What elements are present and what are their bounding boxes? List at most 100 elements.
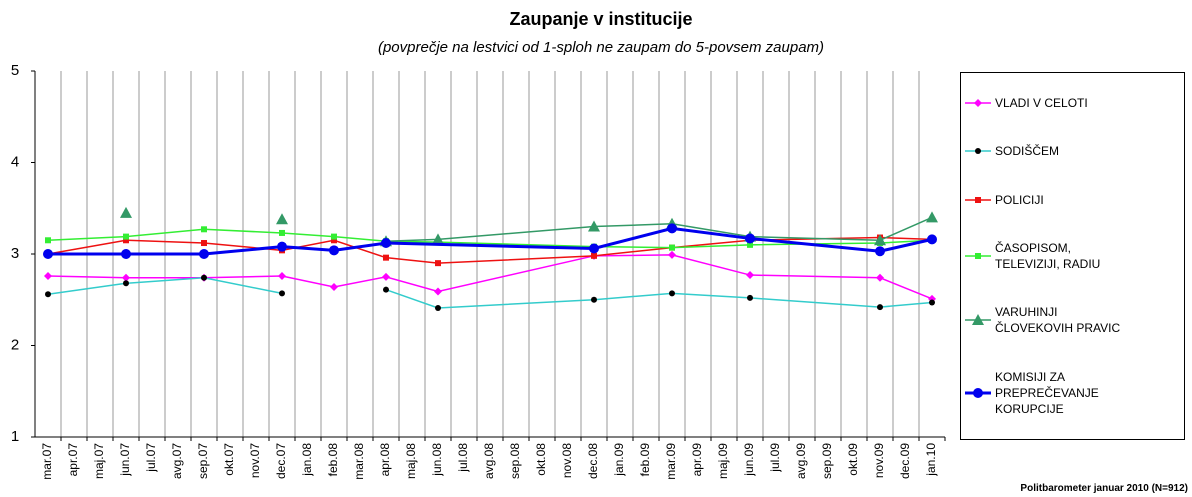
legend-label: ČASOPISOM, TELEVIZIJI, RADIU	[995, 241, 1101, 272]
x-tick-label: avg.08	[482, 443, 496, 479]
marker	[331, 237, 337, 244]
chart: Zaupanje v institucije (povprečje na les…	[11, 9, 946, 480]
marker	[278, 271, 286, 280]
legend: VLADI V CELOTI SODIŠČEM POLICIJI ČASOPISOM,…	[960, 72, 1185, 440]
x-tick-label: apr.07	[66, 443, 80, 477]
marker	[276, 213, 288, 225]
legend-swatch	[965, 387, 991, 398]
x-tick-label: nov.09	[872, 443, 886, 478]
marker	[45, 237, 51, 244]
marker	[199, 249, 209, 259]
marker	[382, 272, 390, 281]
series-line	[47, 236, 933, 264]
marker	[329, 245, 339, 256]
series-line	[47, 228, 933, 249]
legend-entry: VARUHINJI ČLOVEKOVIH PRAVIC	[961, 304, 1184, 336]
marker	[201, 274, 207, 281]
marker	[120, 206, 132, 218]
marker	[875, 246, 885, 257]
marker	[279, 229, 285, 236]
x-tick-label: feb.09	[638, 443, 652, 477]
marker	[435, 304, 441, 311]
marker	[669, 290, 675, 297]
marker	[43, 249, 53, 259]
marker	[926, 211, 938, 223]
y-tick-label: 5	[11, 62, 19, 79]
x-tick-label: maj.09	[716, 443, 730, 479]
x-tick-label: jun.07	[118, 443, 132, 477]
marker	[122, 273, 130, 282]
x-tick-label: avg.09	[794, 443, 808, 479]
x-tick-label: jul.08	[456, 443, 470, 473]
x-tick-label: sep.09	[820, 443, 834, 479]
legend-entry: VLADI V CELOTI	[961, 95, 1184, 111]
marker	[330, 282, 338, 291]
legend-swatch	[965, 148, 991, 155]
marker	[973, 387, 983, 398]
marker	[383, 286, 389, 293]
y-tick-label: 3	[11, 245, 19, 262]
marker	[201, 240, 207, 247]
x-tick-label: dec.08	[586, 443, 600, 479]
x-tick-label: mar.07	[40, 443, 54, 480]
marker	[747, 241, 753, 248]
marker	[123, 280, 129, 287]
marker	[927, 234, 937, 245]
legend-swatch	[965, 314, 991, 326]
x-tick-label: maj.07	[92, 443, 106, 479]
marker	[589, 243, 599, 254]
marker	[277, 241, 287, 252]
marker	[669, 244, 675, 251]
x-tick-label: jul.07	[144, 443, 158, 473]
x-tick-label: jan.10	[924, 443, 938, 477]
marker	[591, 296, 597, 303]
marker	[972, 314, 984, 326]
marker	[747, 294, 753, 301]
marker	[591, 252, 597, 259]
marker	[432, 233, 444, 245]
marker	[929, 299, 935, 306]
x-tick-label: jan.09	[612, 443, 626, 477]
legend-entry: POLICIJI	[961, 192, 1184, 208]
x-tick-label: feb.08	[326, 443, 340, 477]
footer: Politbarometer januar 2010 (N=912)	[1020, 483, 1188, 494]
legend-swatch	[965, 196, 991, 203]
legend-entry: SODIŠČEM	[961, 143, 1184, 159]
marker	[668, 250, 676, 259]
legend-label: SODIŠČEM	[995, 144, 1060, 159]
marker	[279, 290, 285, 297]
marker	[45, 291, 51, 298]
marker	[745, 233, 755, 244]
x-tick-label: nov.08	[560, 443, 574, 478]
x-tick-label: sep.08	[508, 443, 522, 479]
legend-entry: KOMISIJI ZA PREPREČEVANJE KORUPCIJE	[961, 369, 1184, 417]
chart-title: Zaupanje v institucije	[509, 9, 692, 29]
x-tick-label: mar.09	[664, 443, 678, 480]
marker	[974, 99, 982, 108]
marker	[876, 273, 884, 282]
marker	[383, 254, 389, 261]
x-tick-label: okt.09	[846, 443, 860, 476]
x-tick-label: okt.08	[534, 443, 548, 476]
x-tick-label: jun.09	[742, 443, 756, 477]
legend-label: VARUHINJI ČLOVEKOVIH PRAVIC	[995, 305, 1121, 336]
marker	[975, 253, 981, 260]
marker	[975, 196, 981, 203]
marker	[874, 234, 886, 246]
marker	[331, 233, 337, 240]
x-tick-label: nov.07	[248, 443, 262, 478]
marker	[44, 271, 52, 280]
marker	[435, 260, 441, 267]
marker	[588, 220, 600, 232]
legend-label: POLICIJI	[995, 192, 1044, 207]
legend-label: VLADI V CELOTI	[995, 96, 1088, 111]
legend-entry: ČASOPISOM, TELEVIZIJI, RADIU	[961, 240, 1184, 272]
marker	[381, 238, 391, 249]
marker	[434, 287, 442, 296]
legend-label: KOMISIJI ZA PREPREČEVANJE KORUPCIJE	[995, 369, 1099, 416]
x-tick-label: jun.08	[430, 443, 444, 477]
x-tick-label: dec.07	[274, 443, 288, 479]
x-tick-label: maj.08	[404, 443, 418, 479]
series-line	[47, 254, 933, 300]
x-tick-label: jul.09	[768, 443, 782, 473]
